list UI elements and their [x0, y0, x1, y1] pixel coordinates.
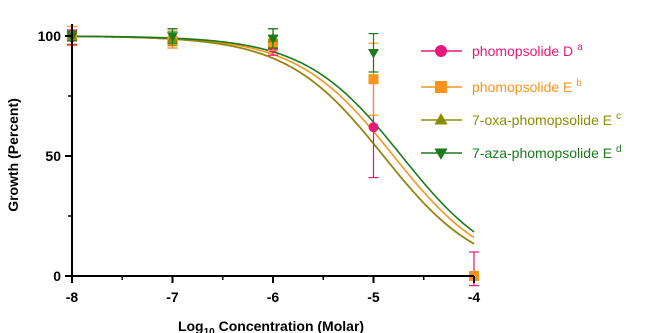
data-point	[267, 34, 279, 45]
legend-entry-name: 7-aza-phomopsolide E	[472, 145, 616, 161]
x-tick-label: -7	[166, 289, 179, 305]
data-point	[167, 32, 178, 42]
x-tick-label: -4	[468, 289, 481, 305]
y-axis-title: Growth (Percent)	[5, 98, 21, 212]
legend-entry-superscript: d	[616, 144, 622, 155]
y-tick-label: 100	[38, 28, 62, 44]
data-points	[66, 25, 479, 287]
y-tick-label: 50	[45, 148, 61, 164]
fit-curve	[71, 35, 475, 245]
data-point	[368, 74, 379, 85]
legend-entry-label: phomopsolide E b	[472, 78, 582, 95]
y-tick-label: 0	[53, 268, 61, 284]
legend-entry-superscript: b	[576, 78, 582, 89]
fit-curve	[71, 35, 475, 233]
axes: -8 -7 -6 -5 -4 0 50 100	[38, 24, 481, 305]
legend-marker	[435, 45, 447, 57]
fit-curve	[71, 35, 475, 239]
legend-marker	[434, 113, 448, 125]
x-tick-label: -5	[367, 289, 380, 305]
legend-entry-superscript: a	[577, 42, 583, 53]
legend-entry-superscript: c	[616, 111, 621, 122]
legend-entry-name: phomopsolide E	[472, 79, 576, 95]
fit-curve	[71, 35, 475, 245]
legend-marker	[435, 81, 447, 93]
data-point	[368, 122, 379, 133]
x-tick-label: -8	[66, 289, 79, 305]
fit-curves	[71, 35, 475, 245]
legend-marker	[434, 148, 448, 160]
data-point	[368, 49, 379, 59]
legend-entry-label: 7-aza-phomopsolide E d	[472, 144, 622, 161]
legend-entry-name: 7-oxa-phomopsolide E	[472, 112, 616, 128]
legend-entry-name: phomopsolide D	[472, 43, 577, 59]
x-tick-label: -6	[267, 289, 280, 305]
legend-entry-label: 7-oxa-phomopsolide E c	[472, 111, 621, 128]
x-axis-title: Log10 Concentration (Molar)	[178, 318, 364, 333]
legend-entry-label: phomopsolide D a	[472, 42, 583, 59]
legend: phomopsolide D a phomopsolide E b 7-oxa-ph…	[421, 42, 622, 161]
